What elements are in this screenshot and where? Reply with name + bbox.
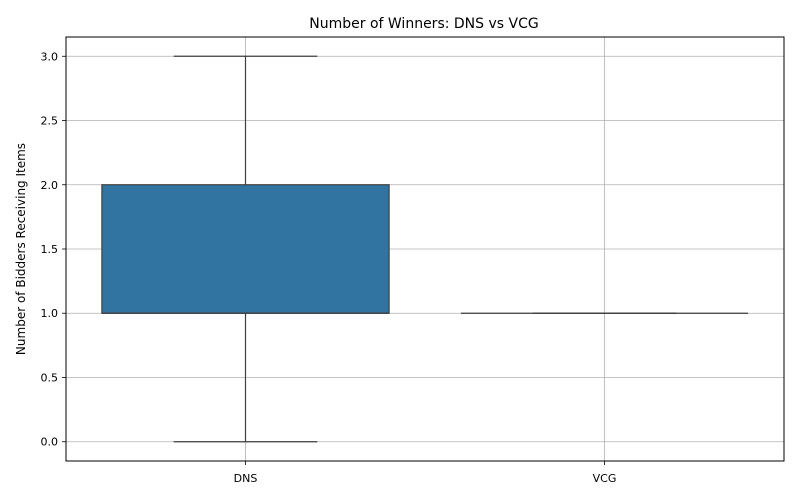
box-layer — [101, 55, 749, 443]
x-tick-label: VCG — [593, 472, 617, 485]
y-tick-label: 2.0 — [41, 179, 59, 192]
dns-box — [101, 184, 390, 314]
y-axis-label: Number of Bidders Receiving Items — [14, 143, 28, 355]
axis-layer: 0.0 0.5 1.0 1.5 2.0 2.5 3.0 DNS VCG — [41, 50, 617, 485]
y-tick-label: 0.5 — [41, 371, 59, 384]
y-tick-label: 1.0 — [41, 307, 59, 320]
x-tick-label: DNS — [234, 472, 258, 485]
y-tick-label: 3.0 — [41, 50, 59, 63]
chart-title: Number of Winners: DNS vs VCG — [309, 16, 538, 32]
y-tick-label: 1.5 — [41, 243, 59, 256]
y-tick-label: 2.5 — [41, 115, 59, 128]
y-tick-label: 0.0 — [41, 436, 59, 449]
plot-frame — [65, 36, 785, 462]
